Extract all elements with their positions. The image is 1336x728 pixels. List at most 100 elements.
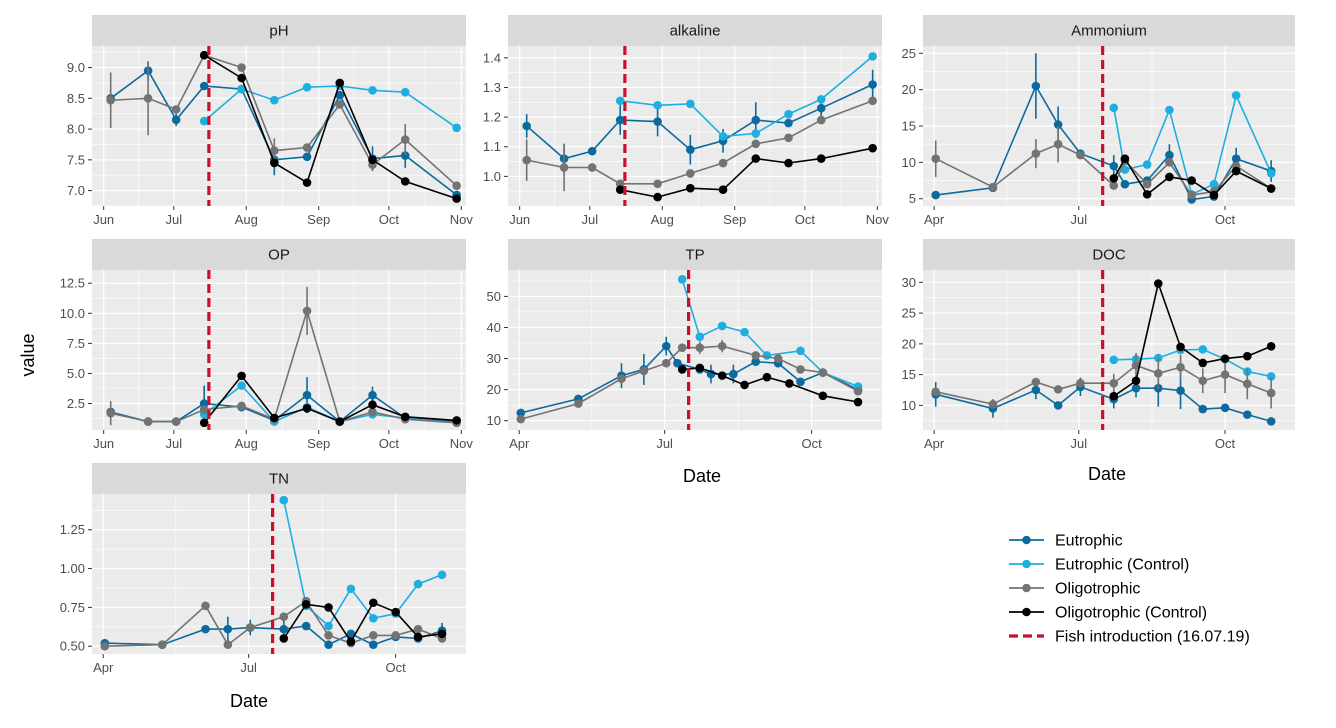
data-point: [653, 100, 662, 110]
series-oligotrophic: [106, 50, 461, 190]
x-tick-label: Oct: [379, 436, 400, 451]
data-point: [818, 391, 828, 401]
panel-tp: TP 10 20 30 40 50 Apr Jul Oct: [487, 239, 882, 451]
series-oligotrophic-control: [615, 143, 877, 202]
data-point: [587, 163, 597, 172]
x-tick-label: Jun: [509, 212, 530, 227]
data-point: [391, 607, 400, 617]
x-tick-label: Jul: [166, 212, 183, 227]
x-tick-label: Jul: [166, 436, 183, 451]
x-axis-title-doc: Date: [1088, 464, 1126, 484]
y-tick-label: 2.5: [67, 396, 85, 411]
panel-strip: [508, 15, 882, 46]
series-eutrophic-control: [1109, 91, 1276, 199]
data-point: [302, 306, 312, 316]
data-point: [718, 185, 728, 195]
data-point: [301, 599, 311, 609]
y-tick-label: 1.25: [60, 522, 85, 537]
data-point: [201, 624, 210, 634]
panel-strip: [923, 239, 1295, 270]
panel-title: TN: [269, 471, 289, 488]
x-tick-label: Jul: [240, 660, 257, 675]
data-point: [368, 390, 377, 400]
data-point: [1176, 342, 1185, 352]
data-point: [615, 115, 625, 125]
data-point: [199, 116, 209, 126]
legend-key-point: [1022, 559, 1031, 569]
data-point: [516, 408, 526, 418]
data-point: [368, 613, 378, 623]
data-point: [335, 90, 345, 100]
panel-strip: [92, 463, 466, 494]
legend-label: Eutrophic (Control): [1055, 557, 1189, 574]
y-tick-label: 5: [909, 191, 916, 206]
data-point: [1209, 179, 1219, 189]
y-tick-label: 15: [902, 367, 916, 382]
y-tick-label: 7.0: [67, 183, 85, 198]
y-tick-label: 5.0: [67, 366, 85, 381]
data-point: [270, 95, 279, 105]
data-point: [237, 73, 246, 83]
data-point: [400, 87, 410, 97]
data-point: [816, 95, 826, 104]
legend: Eutrophic Eutrophic (Control) Oligotrophic…: [1009, 533, 1250, 646]
data-point: [437, 629, 447, 639]
x-tick-label: Aug: [235, 436, 258, 451]
panel-background: [92, 494, 466, 654]
data-point: [988, 399, 998, 409]
data-point: [717, 371, 727, 380]
data-point: [816, 154, 826, 163]
data-point: [335, 100, 345, 109]
series-group: [931, 53, 1276, 204]
data-point: [106, 408, 115, 418]
grid: [508, 270, 882, 430]
legend-item-fish-introduction-16-07-19: Fish introduction (16.07.19): [1009, 629, 1250, 646]
data-point: [740, 327, 749, 337]
data-point: [1131, 376, 1141, 386]
panel-ph: pH 7.0 7.5 8.0 8.5 9.0 Jun Jul Aug Sep Oct Nov: [67, 15, 473, 227]
data-point: [301, 621, 311, 631]
data-point: [324, 640, 333, 649]
data-point: [1165, 150, 1174, 160]
panel-title: TP: [685, 247, 704, 264]
data-point: [1209, 190, 1219, 200]
data-point: [106, 95, 115, 105]
data-point: [717, 321, 727, 331]
data-point: [853, 397, 863, 407]
data-point: [868, 143, 877, 153]
series-group: [106, 286, 461, 428]
y-tick-label: 20: [487, 382, 501, 397]
data-point: [1053, 139, 1063, 149]
data-point: [223, 640, 233, 649]
data-point: [717, 341, 727, 351]
series-oligotrophic-control: [199, 371, 461, 428]
data-point: [1266, 184, 1276, 193]
y-tick-label: 8.5: [67, 91, 85, 106]
data-point: [1109, 161, 1119, 171]
data-point: [368, 631, 378, 640]
data-point: [346, 637, 356, 646]
data-point: [400, 177, 410, 186]
legend-item-oligotrophic: Oligotrophic: [1009, 581, 1140, 598]
data-point: [1153, 369, 1163, 378]
data-point: [400, 412, 410, 422]
y-tick-label: 10.0: [60, 306, 85, 321]
panel-tn: TN 0.50 0.75 1.00 1.25 Apr Jul Oct: [60, 463, 466, 675]
panel-background: [923, 270, 1295, 430]
data-point: [400, 135, 410, 144]
y-tick-label: 10: [902, 398, 916, 413]
legend-label: Oligotrophic: [1055, 581, 1140, 598]
y-tick-label: 50: [487, 289, 501, 304]
series-eutrophic-control: [615, 52, 877, 141]
y-tick-label: 1.00: [60, 561, 85, 576]
panel-doc: DOC 10 15 20 25 30 Apr Jul Oct: [902, 239, 1295, 451]
data-point: [199, 399, 209, 408]
data-point: [368, 400, 377, 410]
x-tick-label: Nov: [450, 436, 474, 451]
data-point: [1109, 103, 1119, 113]
x-tick-label: Apr: [509, 436, 530, 451]
data-point: [1187, 176, 1196, 185]
data-point: [615, 185, 625, 195]
data-point: [1031, 149, 1041, 158]
